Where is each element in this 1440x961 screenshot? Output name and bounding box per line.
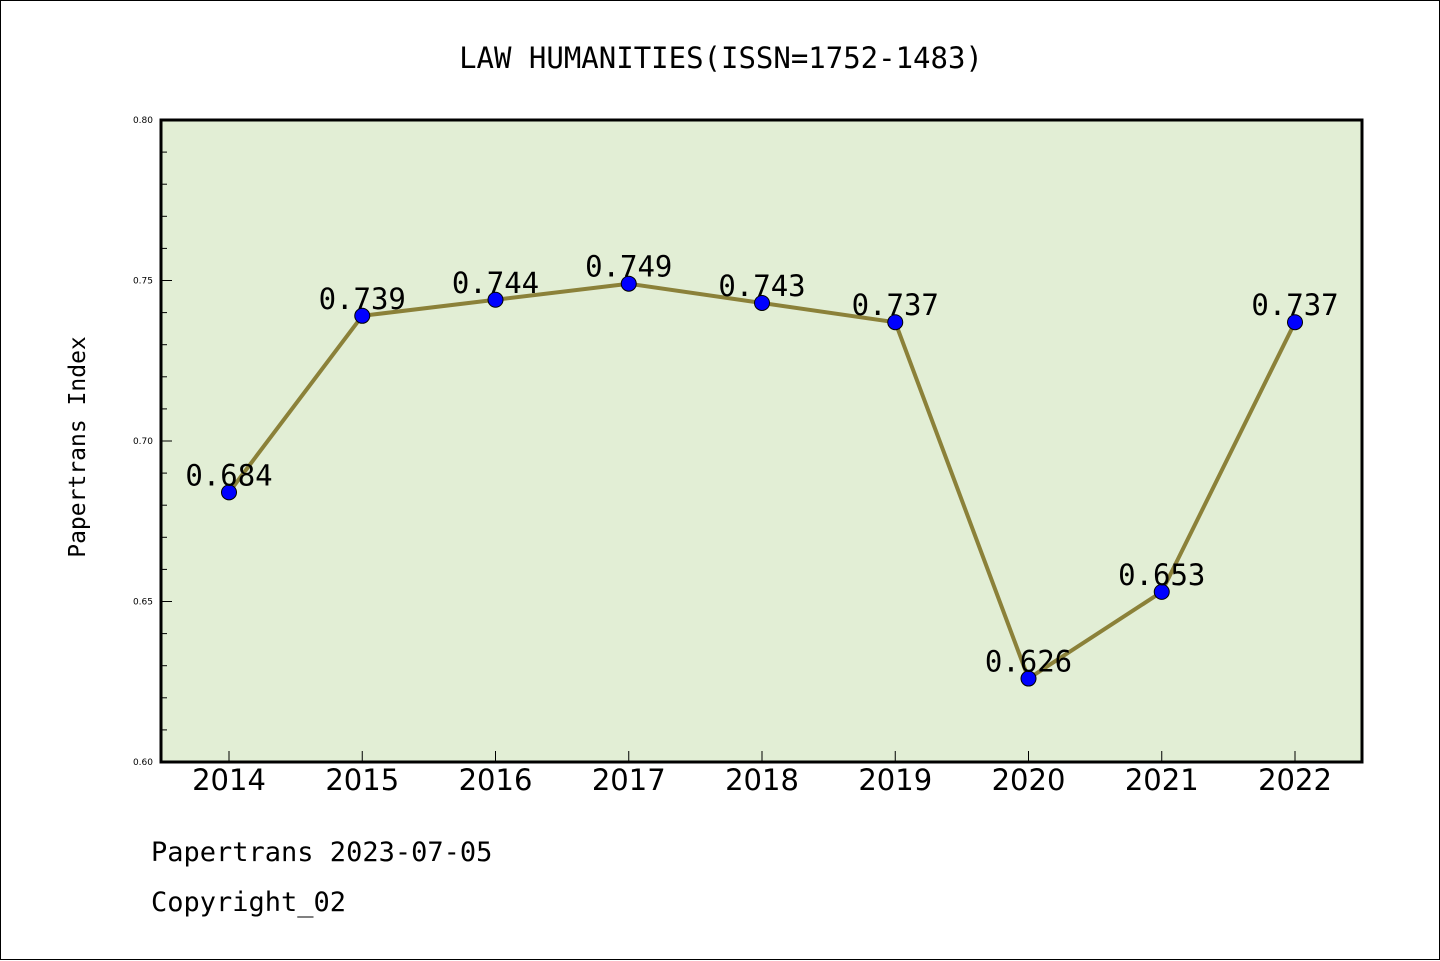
data-point xyxy=(354,307,371,324)
data-point xyxy=(1020,670,1037,687)
data-label: 0.744 xyxy=(452,266,539,300)
x-tick-label: 2018 xyxy=(725,763,799,797)
x-tick-label: 2017 xyxy=(592,763,666,797)
data-point xyxy=(1287,314,1303,331)
x-tick-label: 2014 xyxy=(192,763,266,797)
data-label: 0.739 xyxy=(319,282,406,316)
data-label: 0.749 xyxy=(585,250,672,284)
data-point xyxy=(887,314,904,331)
data-label: 0.737 xyxy=(1251,288,1338,322)
data-label: 0.737 xyxy=(852,288,939,322)
data-point xyxy=(487,291,504,308)
x-tick-label: 2015 xyxy=(325,763,399,797)
y-tick-label: 0.65 xyxy=(133,598,153,608)
x-tick-label: 2021 xyxy=(1125,763,1199,797)
x-tick-label: 2016 xyxy=(459,763,533,797)
data-label: 0.653 xyxy=(1118,558,1205,592)
data-point xyxy=(754,294,770,311)
data-label: 0.743 xyxy=(718,269,805,303)
data-points-layer xyxy=(221,275,1303,687)
data-point xyxy=(620,275,637,292)
y-tick-label: 0.60 xyxy=(133,758,153,768)
y-axis-label: Papertrans Index xyxy=(65,336,91,558)
x-axis-ticks: 2014 2015 2016 2017 2018 2019 2020 2021 2022 xyxy=(192,751,1332,797)
data-labels-layer: 0.684 0.739 0.744 0.749 0.743 0.737 0.626 0.653… xyxy=(185,250,1338,679)
y-tick-label: 0.80 xyxy=(133,116,153,126)
data-point xyxy=(221,484,237,501)
footer-date: Papertrans 2023-07-05 xyxy=(151,837,493,868)
chart-title: LAW HUMANITIES(ISSN=1752-1483) xyxy=(459,41,983,75)
data-label: 0.626 xyxy=(985,645,1072,679)
y-tick-label: 0.75 xyxy=(133,277,153,287)
plot-area xyxy=(159,118,1364,764)
y-tick-label: 0.70 xyxy=(133,437,153,447)
x-tick-label: 2019 xyxy=(858,763,932,797)
x-tick-label: 2020 xyxy=(992,763,1066,797)
footer-copyright: Copyright_02 xyxy=(151,887,347,918)
data-label: 0.684 xyxy=(185,458,272,492)
data-point xyxy=(1153,583,1170,600)
y-axis-ticks: 0.60 0.65 0.70 0.75 0.80 xyxy=(133,116,172,768)
x-tick-label: 2022 xyxy=(1258,763,1332,797)
